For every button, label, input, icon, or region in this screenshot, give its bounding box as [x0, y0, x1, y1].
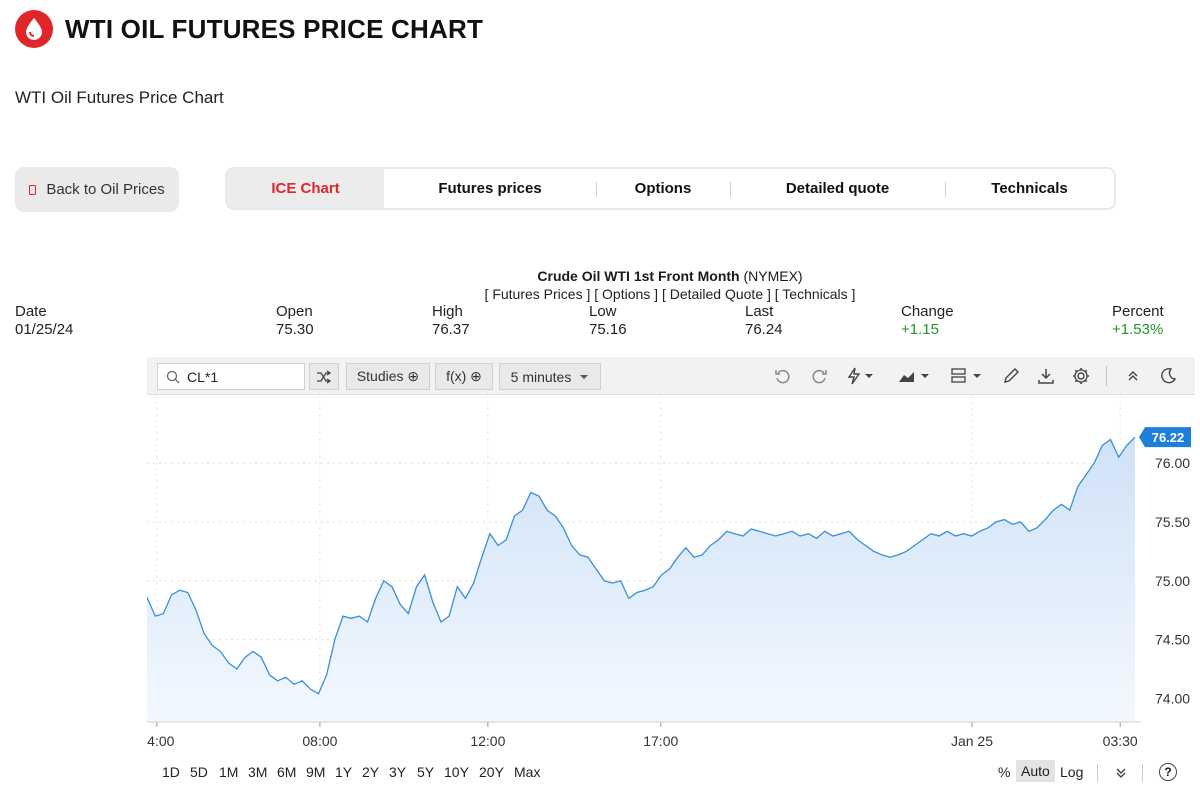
date-value: 01/25/24 — [15, 321, 74, 338]
price-line-series — [147, 436, 1136, 695]
change-value: +1.15 — [901, 321, 939, 338]
range-button-3m[interactable]: 3M — [248, 764, 268, 780]
range-button-2y[interactable]: 2Y — [362, 764, 380, 780]
tab-technicals[interactable]: Technicals — [945, 169, 1114, 208]
chevron-down-icon — [580, 374, 589, 379]
change-label: Change — [901, 303, 954, 320]
low-value: 75.16 — [589, 321, 627, 338]
search-icon — [166, 370, 180, 383]
x-tick-label: Jan 25 — [951, 733, 993, 749]
range-button-5y[interactable]: 5Y — [417, 764, 435, 780]
collapse-chevrons-icon[interactable] — [1122, 365, 1144, 387]
last-value: 76.24 — [745, 321, 783, 338]
x-tick-label: 17:00 — [643, 733, 678, 749]
price-chart[interactable]: 74.00 74.50 75.00 75.50 76.00 04:00 08:00 12:00… — [147, 396, 1195, 786]
high-value: 76.37 — [432, 321, 470, 338]
open-value: 75.30 — [276, 321, 314, 338]
draw-pencil-icon[interactable] — [1000, 365, 1022, 387]
range-button-20y[interactable]: 20Y — [479, 764, 504, 780]
date-label: Date — [15, 303, 47, 320]
range-button-9m[interactable]: 9M — [306, 764, 326, 780]
back-to-oil-prices-button[interactable]: Back to Oil Prices — [15, 167, 179, 212]
range-button-1m[interactable]: 1M — [219, 764, 239, 780]
x-tick-label: 12:00 — [470, 733, 505, 749]
range-button-5d[interactable]: 5D — [190, 764, 208, 780]
tab-detailed-quote[interactable]: Detailed quote — [730, 169, 945, 208]
back-button-label: Back to Oil Prices — [46, 181, 165, 198]
symbol-search-input[interactable]: CL*1 — [157, 363, 305, 390]
back-icon — [29, 184, 37, 195]
functions-button[interactable]: f(x) ⊕ — [435, 363, 493, 390]
interval-label: 5 minutes — [510, 368, 572, 385]
percent-value: +1.53% — [1112, 321, 1164, 338]
toolbar-divider — [1106, 366, 1107, 386]
chart-axes: 74.00 74.50 75.00 75.50 76.00 04:00 08:00 12:00… — [147, 455, 1190, 749]
last-price-tag-label: 76.22 — [1152, 430, 1185, 445]
x-tick-label: 04:00 — [147, 733, 175, 749]
layout-dropdown-icon[interactable] — [950, 365, 986, 387]
undo-icon[interactable] — [772, 365, 794, 387]
open-label: Open — [276, 303, 313, 320]
scale-log-button[interactable]: Log — [1060, 764, 1084, 780]
range-button-3y[interactable]: 3Y — [389, 764, 407, 780]
download-icon[interactable] — [1035, 365, 1057, 387]
dark-mode-moon-icon[interactable] — [1157, 365, 1179, 387]
low-label: Low — [589, 303, 617, 320]
last-price-tag-shape — [1139, 427, 1191, 448]
range-button-10y[interactable]: 10Y — [444, 764, 469, 780]
last-price-tag: 76.22 — [1139, 427, 1191, 448]
range-button-1d[interactable]: 1D — [162, 764, 180, 780]
scale-percent-button[interactable]: % — [998, 764, 1011, 780]
high-label: High — [432, 303, 463, 320]
help-icon[interactable]: ? — [1159, 763, 1177, 781]
redo-icon[interactable] — [808, 365, 830, 387]
page-subtitle: WTI Oil Futures Price Chart — [15, 88, 224, 107]
range-button-max[interactable]: Max — [514, 764, 541, 780]
y-tick-label: 75.00 — [1155, 573, 1190, 589]
y-tick-label: 76.00 — [1155, 455, 1190, 471]
range-button-6m[interactable]: 6M — [277, 764, 297, 780]
oil-drop-icon — [26, 18, 42, 40]
range-bar-divider — [1097, 764, 1098, 782]
scale-auto-button[interactable]: Auto — [1016, 760, 1055, 782]
x-tick-label: 08:00 — [302, 733, 337, 749]
interval-select[interactable]: 5 minutes — [499, 363, 601, 390]
instrument-exchange: (NYMEX) — [743, 268, 803, 284]
y-tick-label: 75.50 — [1155, 514, 1190, 530]
range-bar: 1D 5D 1M 3M 6M 9M 1Y 2Y 3Y 5Y 10Y 20Y Max% Auto Log? — [147, 760, 1195, 788]
page-title: WTI OIL FUTURES PRICE CHART — [65, 14, 484, 44]
chart-toolbar: CL*1 Studies ⊕ f(x) ⊕ 5 minutes — [147, 357, 1195, 395]
last-label: Last — [745, 303, 774, 320]
chart-tabs: ICE Chart Futures prices Options Detaile… — [225, 167, 1116, 210]
percent-label: Percent — [1112, 303, 1164, 320]
instrument-name: Crude Oil WTI 1st Front Month — [537, 268, 740, 284]
tab-futures-prices[interactable]: Futures prices — [438, 180, 542, 197]
symbol-value: CL*1 — [187, 368, 219, 385]
instrument-links[interactable]: [ Futures Prices ] [ Options ] [ Detaile… — [484, 286, 856, 302]
range-button-1y[interactable]: 1Y — [335, 764, 353, 780]
shuffle-icon — [317, 369, 332, 384]
range-bar-divider — [1142, 764, 1143, 782]
price-area-fill — [147, 437, 1135, 722]
tab-options[interactable]: Options — [596, 169, 730, 208]
y-tick-label: 74.00 — [1155, 690, 1190, 706]
instrument-heading: Crude Oil WTI 1st Front Month (NYMEX) — [0, 268, 1200, 284]
oil-drop-logo-icon — [15, 10, 53, 48]
events-dropdown-icon[interactable] — [844, 365, 878, 387]
x-tick-label: 03:30 — [1103, 733, 1138, 749]
y-tick-label: 74.50 — [1155, 632, 1190, 648]
studies-button[interactable]: Studies ⊕ — [346, 363, 430, 390]
compare-button[interactable] — [309, 363, 339, 390]
tab-ice-chart[interactable]: ICE Chart — [227, 169, 384, 208]
chart-type-dropdown-icon[interactable] — [897, 365, 933, 387]
double-chevron-down-icon[interactable] — [1114, 766, 1128, 780]
settings-gear-icon[interactable] — [1070, 365, 1092, 387]
